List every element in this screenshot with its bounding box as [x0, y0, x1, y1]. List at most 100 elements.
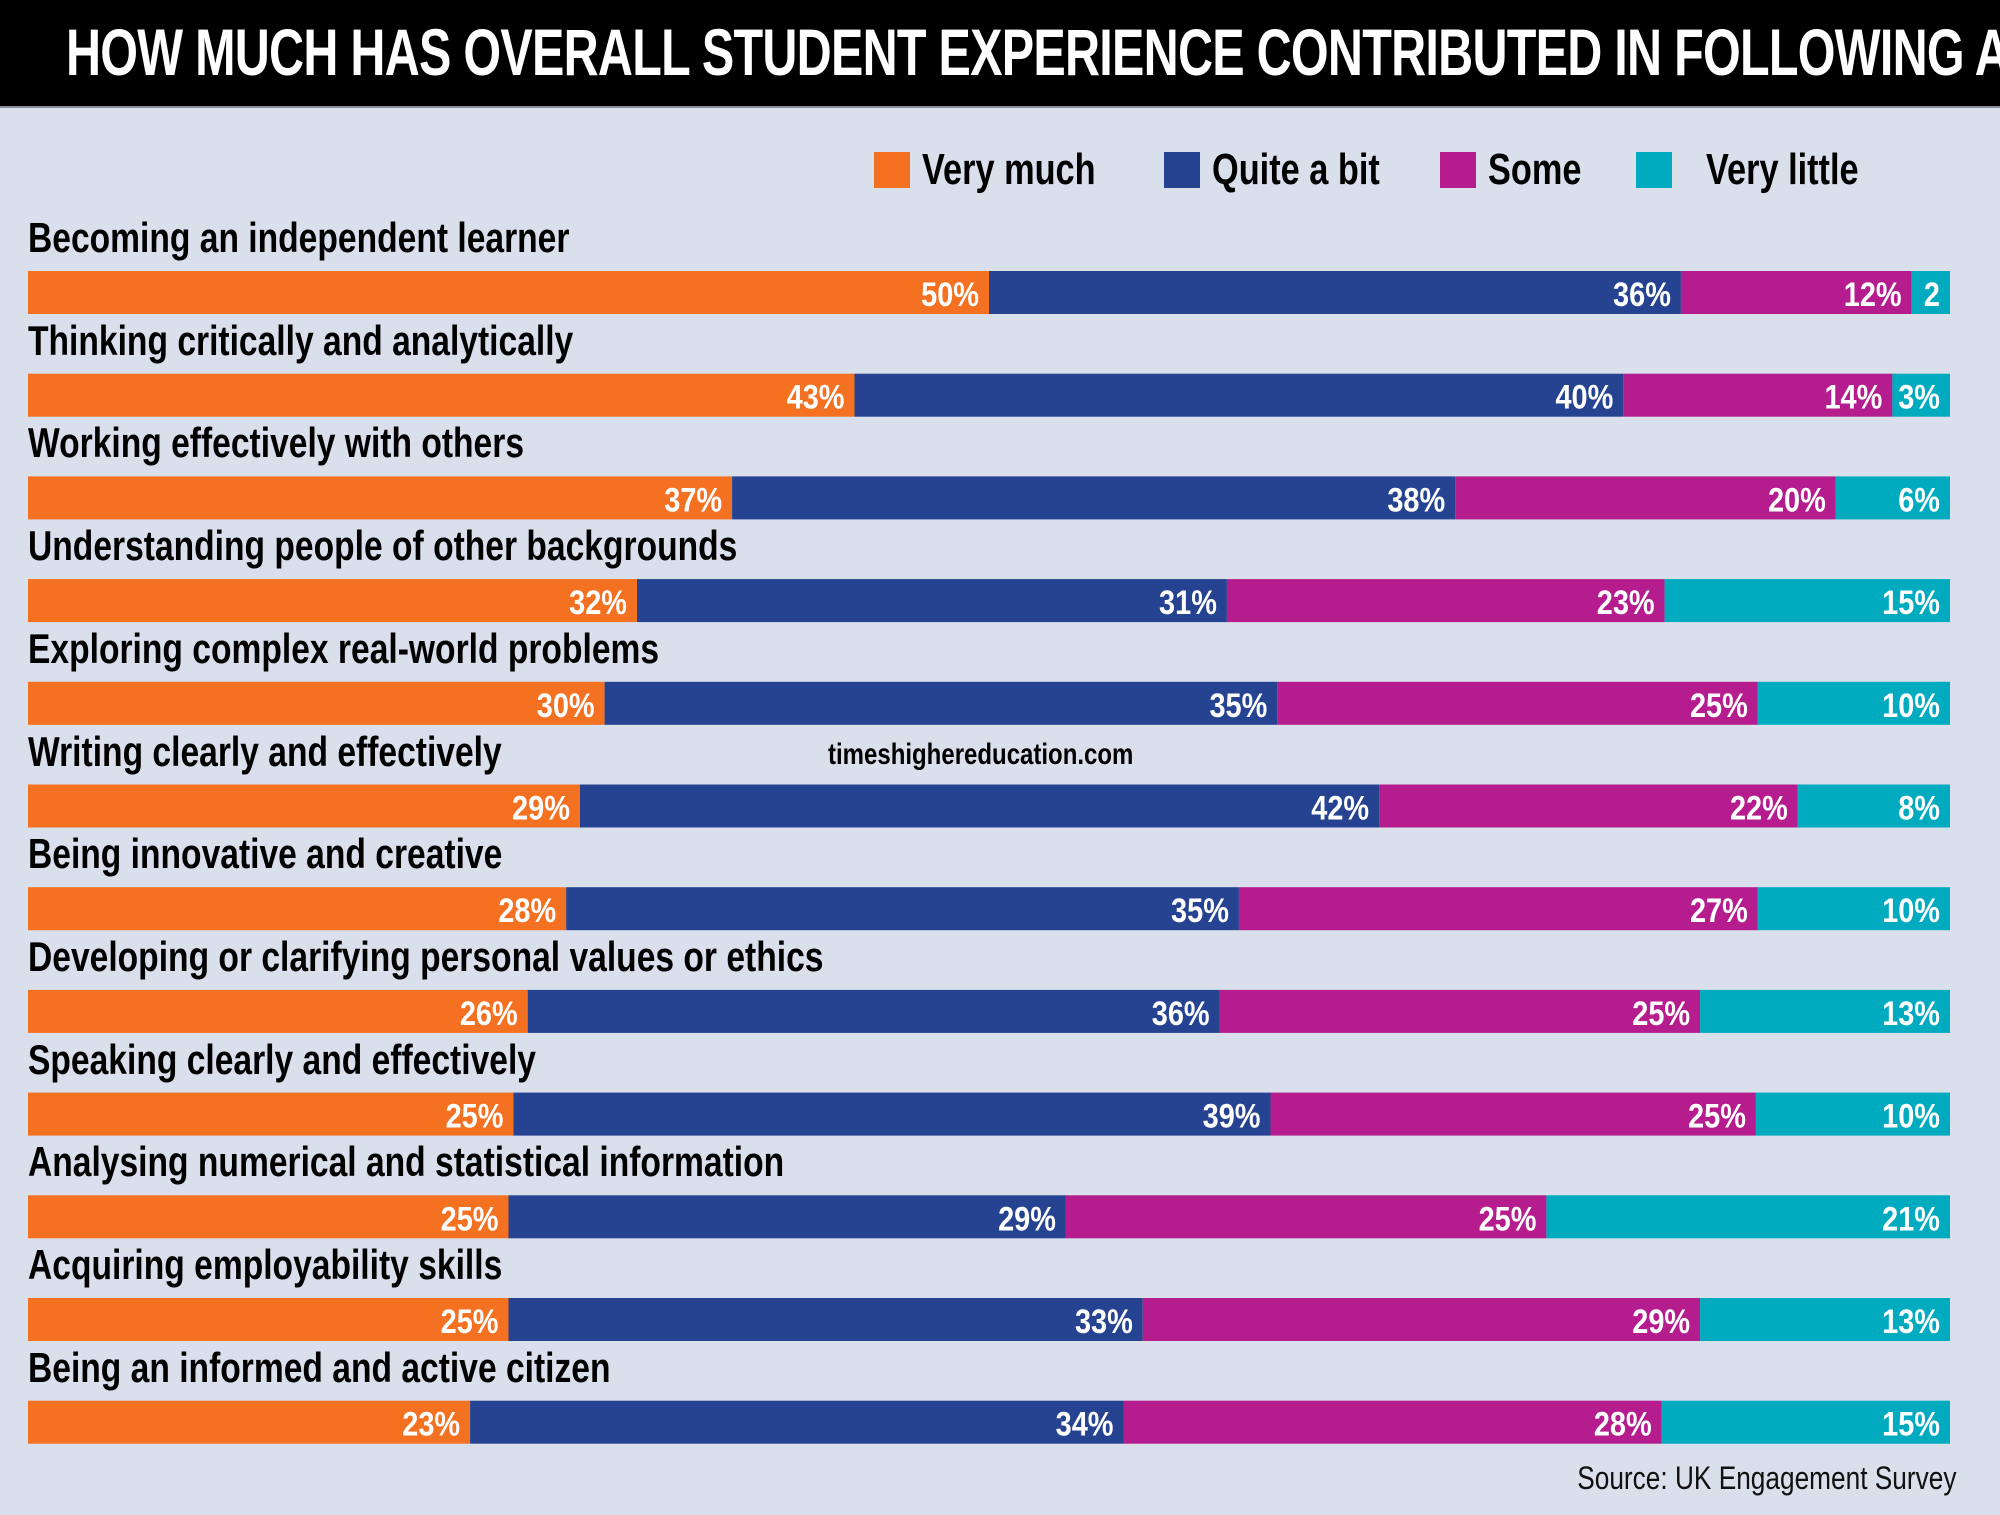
data-label: 13% [1882, 1302, 1940, 1341]
bar-segment-very-much [28, 887, 567, 931]
data-label: 25% [1479, 1199, 1537, 1238]
category-label: Being innovative and creative [28, 830, 503, 878]
data-label: 40% [1555, 377, 1613, 416]
bar-segment-very-little [1757, 887, 1950, 931]
category-label: Writing clearly and effectively [28, 727, 502, 775]
data-label: 50% [921, 275, 979, 314]
bar-segment-some [1065, 1195, 1547, 1239]
data-label: 29% [512, 788, 570, 827]
bar-segment-some [1219, 989, 1701, 1033]
data-label: 34% [1056, 1404, 1114, 1443]
bar-segment-some [1379, 784, 1798, 828]
category-label: Understanding people of other background… [28, 522, 738, 570]
legend-label: Very much [922, 145, 1096, 194]
bar-segment-quite-a-bit [566, 887, 1239, 931]
data-label: 25% [441, 1199, 499, 1238]
data-label: 27% [1690, 891, 1748, 930]
data-label: 42% [1311, 788, 1369, 827]
bar-segment-some [1270, 1092, 1756, 1136]
bar-segment-quite-a-bit [604, 681, 1278, 725]
bar-segment-quite-a-bit [854, 373, 1624, 417]
bar-segment-quite-a-bit [470, 1400, 1124, 1444]
legend-label: Quite a bit [1212, 145, 1380, 194]
category-label: Being an informed and active citizen [28, 1343, 611, 1391]
data-label: 29% [1632, 1302, 1690, 1341]
legend-label: Some [1488, 145, 1582, 194]
category-label: Exploring complex real-world problems [28, 624, 660, 672]
legend-item-quite-a-bit: Quite a bit [1164, 148, 1427, 192]
data-label: 10% [1882, 686, 1940, 725]
bar-segment-some [1680, 271, 1912, 314]
bar-segment-very-much [28, 1195, 509, 1239]
data-label: 33% [1075, 1302, 1133, 1341]
data-label: 23% [402, 1404, 460, 1443]
data-label: 12% [1844, 275, 1902, 314]
data-label: 35% [1171, 891, 1229, 930]
data-label: 36% [1152, 994, 1210, 1033]
bar-segment-some [1238, 887, 1758, 931]
category-label: Developing or clarifying personal values… [28, 932, 824, 980]
watermark: timeshighereducation.com [828, 738, 1134, 771]
data-label: 32% [569, 583, 627, 622]
data-label: 15% [1882, 1404, 1940, 1443]
legend-swatch-very-little [1636, 152, 1672, 188]
bar-segment-very-much [28, 476, 733, 520]
bar-segment-very-little [1700, 989, 1950, 1033]
source-note: Source: UK Engagement Survey [1576, 1460, 1956, 1496]
legend-swatch-very-much [874, 152, 910, 188]
data-label: 35% [1209, 686, 1267, 725]
bar-segment-very-much [28, 1400, 471, 1444]
bar-segment-quite-a-bit [513, 1092, 1271, 1136]
bar-segment-quite-a-bit [732, 476, 1456, 520]
data-label: 14% [1824, 377, 1882, 416]
bar-segment-very-little [1892, 373, 1950, 417]
bar-segment-very-little [1835, 476, 1950, 520]
bar-segment-quite-a-bit [508, 1298, 1143, 1341]
data-label: 15% [1882, 583, 1940, 622]
data-label: 21% [1882, 1199, 1940, 1238]
legend-swatch-quite-a-bit [1164, 152, 1200, 188]
bar-segment-some [1455, 476, 1836, 520]
bar-segment-very-little [1546, 1195, 1950, 1239]
bar-segment-very-much [28, 579, 637, 623]
bar-segment-some [1277, 681, 1758, 725]
data-label: 2 [1924, 275, 1940, 314]
data-label: 3% [1898, 377, 1940, 416]
legend-item-very-little: Very little [1636, 148, 1902, 192]
bar-segment-very-little [1911, 271, 1950, 314]
category-label: Speaking clearly and effectively [28, 1035, 536, 1083]
data-label: 30% [537, 686, 595, 725]
bar-segment-some [1142, 1298, 1701, 1341]
legend-item-some: Some [1440, 148, 1608, 192]
bar-segment-very-little [1797, 784, 1950, 828]
bar-segment-very-much [28, 784, 580, 828]
bar-segment-quite-a-bit [527, 989, 1220, 1033]
chart-title: HOW MUCH HAS OVERALL STUDENT EXPERIENCE … [66, 15, 2000, 89]
legend-label: Very little [1706, 145, 1859, 194]
category-label: Analysing numerical and statistical info… [28, 1138, 785, 1186]
bar-segment-quite-a-bit [637, 579, 1227, 623]
data-label: 28% [498, 891, 556, 930]
data-label: 25% [441, 1302, 499, 1341]
bar-segment-quite-a-bit [508, 1195, 1066, 1239]
bar-segment-quite-a-bit [579, 784, 1380, 828]
bar-segment-very-little [1755, 1092, 1950, 1136]
data-label: 26% [460, 994, 518, 1033]
data-label: 10% [1882, 891, 1940, 930]
data-label: 13% [1882, 994, 1940, 1033]
data-label: 28% [1594, 1404, 1652, 1443]
bar-segment-very-much [28, 989, 528, 1033]
data-label: 20% [1768, 480, 1826, 519]
bar-segment-very-little [1661, 1400, 1950, 1444]
data-label: 36% [1613, 275, 1671, 314]
bar-segment-very-little [1700, 1298, 1950, 1341]
data-label: 38% [1387, 480, 1445, 519]
data-label: 22% [1730, 788, 1788, 827]
data-label: 6% [1898, 480, 1940, 519]
bar-segment-some [1226, 579, 1665, 623]
data-label: 29% [998, 1199, 1056, 1238]
bar-segment-very-much [28, 1298, 509, 1341]
bar-segment-very-little [1664, 579, 1950, 623]
bar-segment-some [1623, 373, 1893, 417]
data-label: 25% [446, 1096, 504, 1135]
